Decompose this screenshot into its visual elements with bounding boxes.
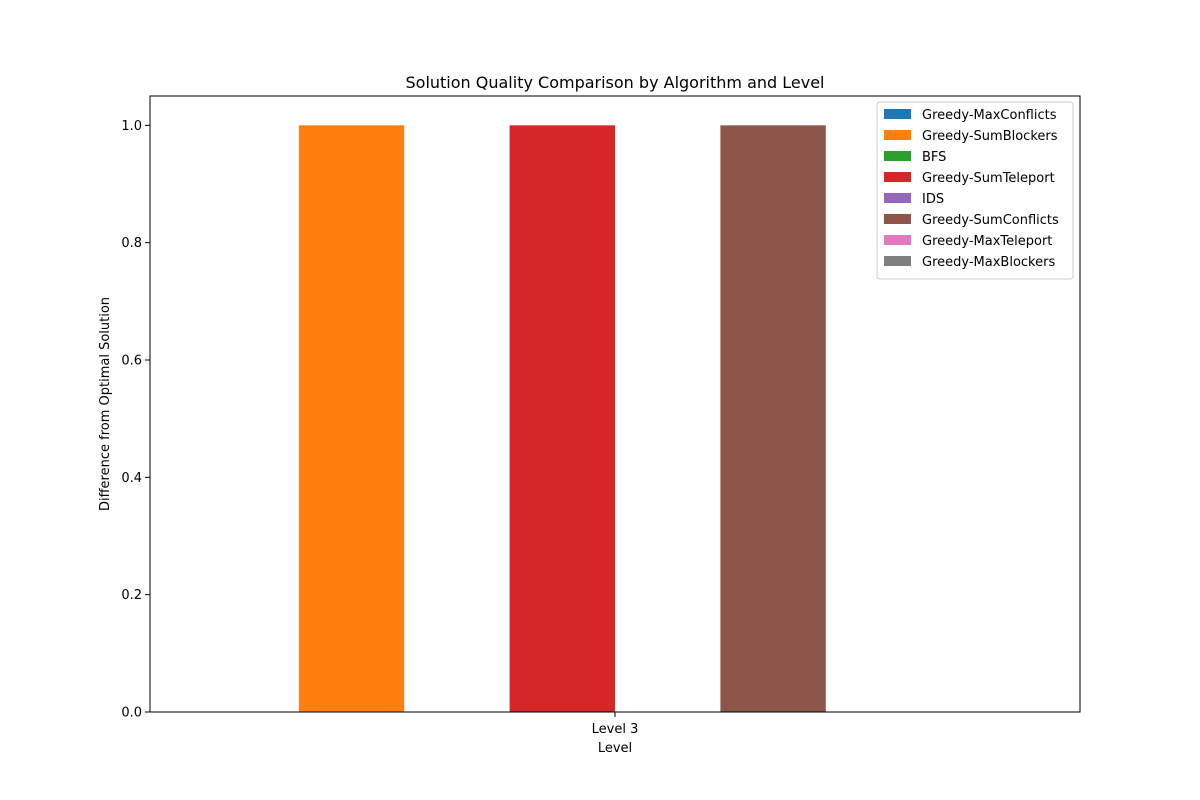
legend-label: Greedy-MaxTeleport — [922, 234, 1052, 249]
legend-label: Greedy-SumBlockers — [922, 129, 1058, 144]
legend-swatch — [884, 256, 911, 266]
legend-swatch — [884, 214, 911, 224]
y-tick-label: 1.0 — [121, 119, 142, 134]
x-tick-label: Level 3 — [592, 722, 639, 737]
legend-swatch — [884, 130, 911, 140]
legend-swatch — [884, 235, 911, 245]
y-tick-label: 0.0 — [121, 706, 142, 721]
legend-swatch — [884, 151, 911, 161]
legend-label: Greedy-MaxBlockers — [922, 255, 1055, 270]
y-tick-label: 0.4 — [121, 471, 142, 486]
bar-greedy-sumconflicts — [720, 125, 826, 712]
legend-label: Greedy-MaxConflicts — [922, 108, 1057, 123]
legend-label: Greedy-SumTeleport — [922, 171, 1055, 186]
y-tick-label: 0.8 — [121, 236, 142, 251]
bar-greedy-sumblockers — [298, 125, 405, 712]
bar-greedy-sumteleport — [509, 125, 615, 712]
y-tick-label: 0.6 — [121, 354, 142, 369]
legend-label: IDS — [922, 192, 944, 207]
legend: Greedy-MaxConflicts Greedy-SumBlockers BFS… — [876, 101, 1074, 280]
legend-box — [876, 101, 1074, 280]
legend-label: BFS — [922, 150, 946, 165]
legend-swatch — [884, 193, 911, 203]
bars-layer — [298, 125, 826, 712]
legend-label: Greedy-SumConflicts — [922, 213, 1059, 228]
y-axis-label: Difference from Optimal Solution — [98, 297, 113, 511]
legend-swatch — [884, 109, 911, 119]
y-tick-label: 0.2 — [121, 588, 142, 603]
axes-layer: 0.0 0.2 0.4 0.6 0.8 1.0 Level 3 — [121, 95, 1081, 737]
x-axis-label: Level — [598, 741, 632, 756]
chart-title: Solution Quality Comparison by Algorithm… — [406, 73, 825, 92]
legend-swatch — [884, 172, 911, 182]
